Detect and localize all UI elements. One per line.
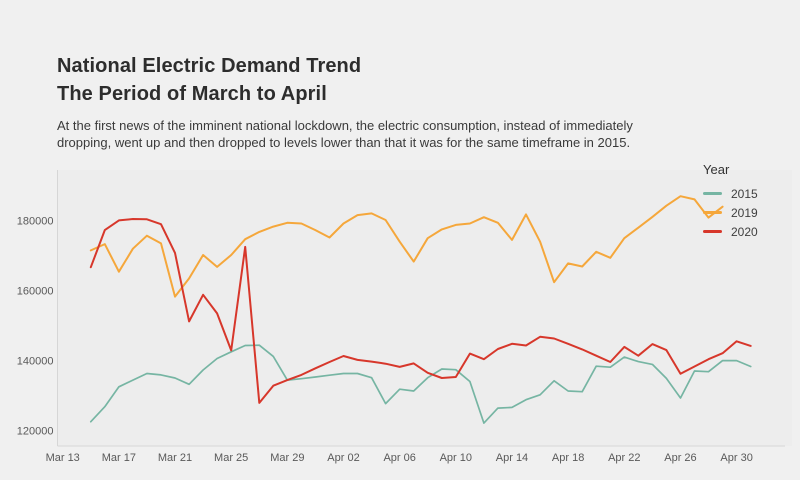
series-line-2019 (89, 195, 724, 298)
chart-header: National Electric Demand Trend The Perio… (57, 52, 361, 108)
legend-label: 2020 (731, 224, 758, 239)
chart-subtitle-line1: At the first news of the imminent nation… (57, 118, 633, 133)
legend: Year 2015 2019 2020 (703, 162, 758, 241)
x-tick-label: Mar 17 (102, 452, 136, 464)
x-tick-label: Apr 22 (608, 452, 640, 464)
x-tick-label: Mar 13 (46, 452, 80, 464)
x-tick-label: Apr 14 (496, 452, 528, 464)
x-tick-label: Apr 26 (664, 452, 696, 464)
series-line-2020 (89, 218, 752, 404)
x-tick-label: Apr 06 (383, 452, 415, 464)
chart-title: National Electric Demand Trend The Perio… (57, 52, 361, 108)
legend-swatch-2020 (703, 230, 722, 233)
x-tick-label: Apr 30 (720, 452, 752, 464)
y-tick-label: 180000 (17, 216, 54, 228)
legend-swatch-2019 (703, 211, 722, 214)
legend-item-2015: 2015 (703, 184, 758, 203)
x-tick-label: Mar 29 (270, 452, 304, 464)
legend-label: 2019 (731, 205, 758, 220)
y-tick-label: 160000 (17, 286, 54, 298)
legend-item-2020: 2020 (703, 222, 758, 241)
legend-items: 2015 2019 2020 (703, 184, 758, 241)
y-tick-label: 120000 (17, 425, 54, 437)
legend-label: 2015 (731, 186, 758, 201)
legend-swatch-2015 (703, 192, 722, 195)
legend-item-2019: 2019 (703, 203, 758, 222)
x-tick-label: Apr 10 (440, 452, 472, 464)
x-tick-label: Apr 02 (327, 452, 359, 464)
chart-subtitle-line2: dropping, went up and then dropped to le… (57, 135, 631, 150)
chart-title-line2: The Period of March to April (57, 83, 327, 105)
series-line-2015 (89, 344, 752, 424)
plot-panel (57, 170, 792, 446)
chart-subtitle: At the first news of the imminent nation… (57, 117, 633, 151)
legend-title: Year (703, 162, 730, 177)
x-tick-label: Mar 21 (158, 452, 192, 464)
x-tick-label: Apr 18 (552, 452, 584, 464)
chart-title-line1: National Electric Demand Trend (57, 55, 362, 77)
x-tick-label: Mar 25 (214, 452, 248, 464)
y-tick-label: 140000 (17, 356, 54, 368)
